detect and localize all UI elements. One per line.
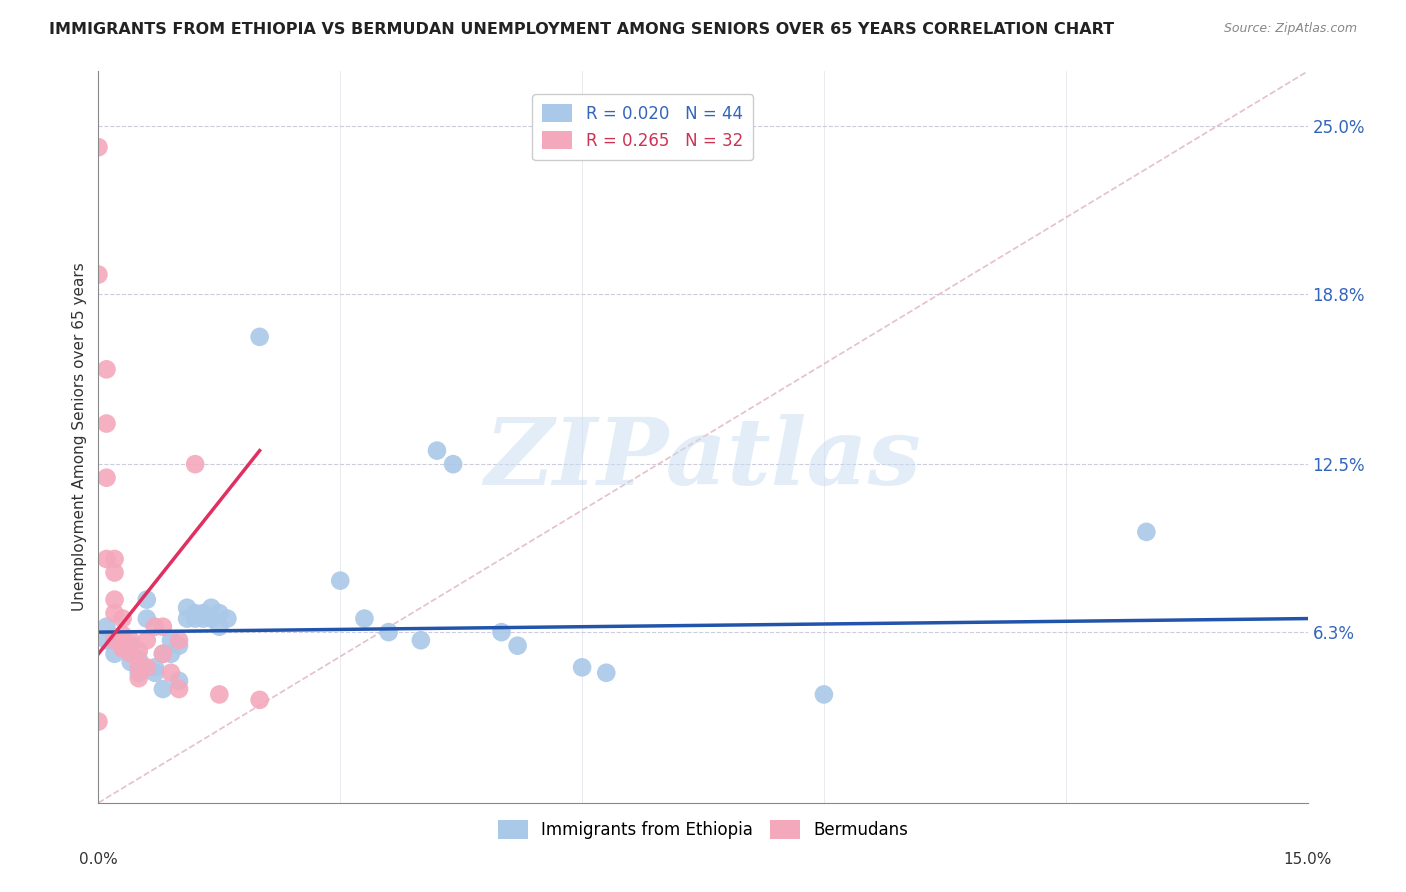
Point [87, 268, 110, 282]
Point [167, 673, 190, 688]
Point [176, 600, 198, 615]
Point [329, 574, 352, 588]
Point [87, 140, 110, 154]
Point [506, 639, 529, 653]
Point [96, 633, 118, 648]
Point [96, 552, 118, 566]
Point [96, 417, 118, 431]
Point [193, 606, 215, 620]
Point [103, 566, 125, 580]
Point [111, 633, 134, 648]
Point [167, 639, 190, 653]
Point [143, 620, 166, 634]
Point [111, 641, 134, 656]
Point [152, 620, 174, 634]
Point [208, 606, 231, 620]
Legend: Immigrants from Ethiopia, Bermudans: Immigrants from Ethiopia, Bermudans [491, 814, 915, 846]
Point [111, 611, 134, 625]
Point [152, 647, 174, 661]
Point [96, 362, 118, 376]
Point [128, 671, 150, 685]
Point [184, 606, 207, 620]
Point [200, 611, 222, 625]
Point [595, 665, 617, 680]
Y-axis label: Unemployment Among Seniors over 65 years: Unemployment Among Seniors over 65 years [72, 263, 87, 611]
Point [111, 639, 134, 653]
Point [409, 633, 432, 648]
Point [120, 647, 142, 661]
Point [103, 592, 125, 607]
Point [103, 647, 125, 661]
Point [426, 443, 449, 458]
Point [128, 665, 150, 680]
Point [208, 620, 231, 634]
Point [96, 620, 118, 634]
Point [135, 660, 157, 674]
Point [184, 611, 207, 625]
Point [571, 660, 593, 674]
Point [249, 693, 271, 707]
Point [152, 647, 174, 661]
Text: 0.0%: 0.0% [79, 852, 118, 866]
Point [208, 688, 231, 702]
Point [103, 633, 125, 648]
Point [120, 633, 142, 648]
Point [813, 688, 835, 702]
Point [441, 457, 464, 471]
Point [96, 471, 118, 485]
Point [103, 633, 125, 648]
Point [160, 647, 183, 661]
Point [135, 633, 157, 648]
Point [128, 660, 150, 674]
Point [217, 611, 239, 625]
Point [128, 652, 150, 666]
Point [1135, 524, 1157, 539]
Point [167, 681, 190, 696]
Point [491, 625, 513, 640]
Point [111, 628, 134, 642]
Point [377, 625, 399, 640]
Point [120, 639, 142, 653]
Point [120, 655, 142, 669]
Point [249, 330, 271, 344]
Point [160, 633, 183, 648]
Point [103, 606, 125, 620]
Point [143, 660, 166, 674]
Point [176, 611, 198, 625]
Point [193, 611, 215, 625]
Point [200, 600, 222, 615]
Point [111, 641, 134, 656]
Point [160, 665, 183, 680]
Point [135, 611, 157, 625]
Text: 15.0%: 15.0% [1284, 852, 1331, 866]
Point [103, 552, 125, 566]
Point [143, 665, 166, 680]
Point [184, 457, 207, 471]
Point [167, 633, 190, 648]
Point [152, 681, 174, 696]
Point [87, 714, 110, 729]
Text: IMMIGRANTS FROM ETHIOPIA VS BERMUDAN UNEMPLOYMENT AMONG SENIORS OVER 65 YEARS CO: IMMIGRANTS FROM ETHIOPIA VS BERMUDAN UNE… [49, 22, 1115, 37]
Point [353, 611, 375, 625]
Text: ZIPatlas: ZIPatlas [485, 414, 921, 504]
Text: Source: ZipAtlas.com: Source: ZipAtlas.com [1223, 22, 1357, 36]
Point [135, 592, 157, 607]
Point [128, 644, 150, 658]
